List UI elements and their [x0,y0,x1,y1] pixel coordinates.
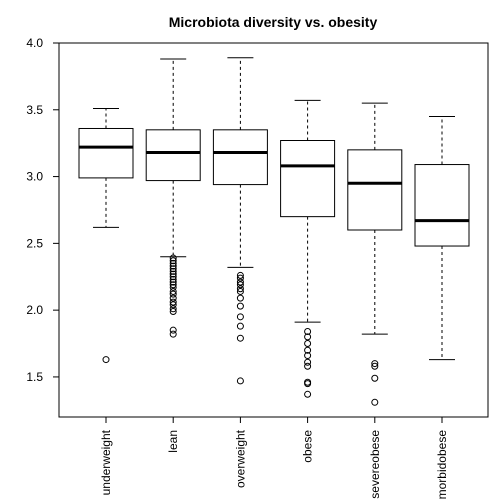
x-tick-label: underweight [99,429,113,495]
outlier-point [169,254,177,262]
outlier-point [169,257,177,265]
outlier-point [236,322,244,330]
outlier-point [169,275,177,283]
outlier-point [304,346,312,354]
outlier-point [371,360,379,368]
outlier-point [304,352,312,360]
outlier-point [102,356,110,364]
y-tick-label: 1.5 [26,370,43,384]
outlier-point [371,398,379,406]
outlier-point [169,265,177,273]
outlier-point [304,390,312,398]
outlier-point [304,380,312,388]
outlier-point [169,270,177,278]
outlier-point [169,287,177,295]
outlier-point [169,298,177,306]
outlier-point [236,294,244,302]
outlier-point [371,374,379,382]
outlier-point [169,283,177,291]
outlier-point [236,274,244,282]
x-tick-label: overweight [233,429,247,488]
box-iqr [78,127,134,179]
x-axis: underweight lean overweight obese severeobes… [99,417,449,499]
y-tick-label: 2.5 [26,236,43,250]
outlier-point [236,313,244,321]
box-group-overweight [212,57,268,385]
box-group-obese [280,99,336,398]
y-tick-label: 3.5 [26,103,43,117]
y-tick-label: 4.0 [26,36,43,50]
x-tick-label: morbidobese [435,430,449,500]
x-tick-label: lean [166,430,180,453]
outlier-point [169,290,177,298]
box-group-severeobese [347,102,403,406]
outlier-point [236,278,244,286]
outlier-point [236,334,244,342]
box-group-underweight [78,107,134,364]
box-iqr [212,129,268,186]
outlier-point [304,333,312,341]
box-iqr [145,129,201,182]
chart-title: Microbiota diversity vs. obesity [169,14,378,30]
outlier-point [304,358,312,366]
outlier-point [169,273,177,281]
y-tick-label: 3.0 [26,170,43,184]
outlier-point [169,301,177,309]
outlier-point [236,287,244,295]
outlier-point [169,281,177,289]
plot-frame [58,42,489,418]
box-group-lean [145,58,201,338]
y-tick-label: 2.0 [26,303,43,317]
outlier-point [371,362,379,370]
outlier-point [236,281,244,289]
y-axis: 1.5 2.0 2.5 3.0 3.5 4.0 [26,36,59,384]
outlier-point [304,340,312,348]
outlier-point [304,362,312,370]
outlier-point [169,307,177,315]
outlier-point [169,259,177,267]
outlier-point [169,326,177,334]
outlier-point [169,330,177,338]
box-iqr [414,164,470,247]
outlier-point [236,285,244,293]
outlier-point [169,278,177,286]
outlier-point [169,294,177,302]
outlier-point [236,377,244,385]
box-series [78,57,470,406]
outlier-point [169,262,177,270]
box-iqr [280,140,336,218]
box-group-morbidobese [414,115,470,361]
box-iqr [347,149,403,231]
outlier-point [236,271,244,279]
outlier-point [169,305,177,313]
outlier-point [236,302,244,310]
outlier-point [169,267,177,275]
outlier-point [304,328,312,336]
x-tick-label: obese [301,430,315,463]
x-tick-label: severeobese [368,430,382,499]
